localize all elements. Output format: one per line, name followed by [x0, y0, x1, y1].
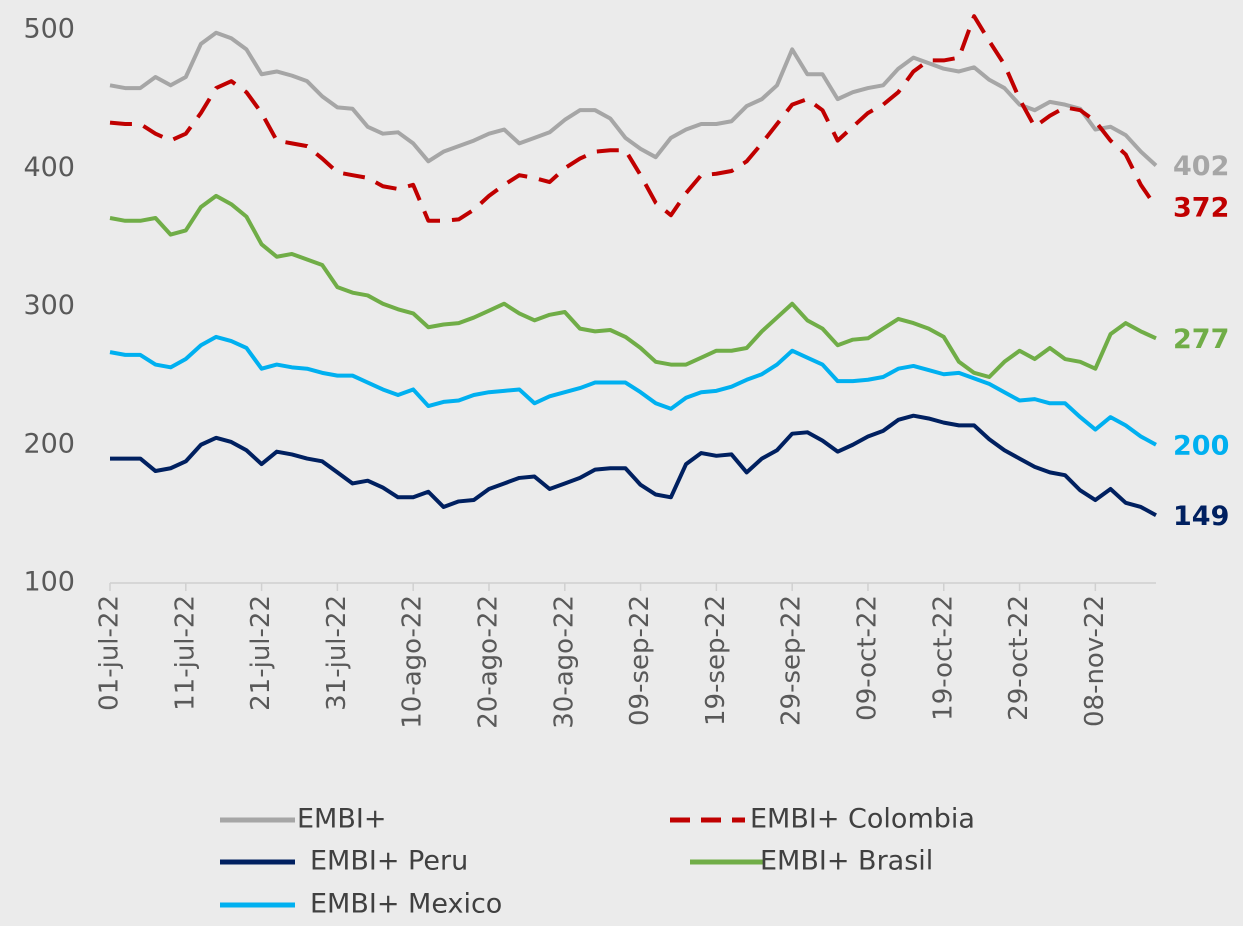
y-tick-label: 300: [23, 290, 75, 321]
x-tick-label: 09-sep-22: [625, 595, 655, 726]
x-tick-label: 29-oct-22: [1004, 595, 1034, 721]
legend-label: EMBI+ Colombia: [750, 804, 975, 835]
x-tick-label: 08-nov-22: [1080, 595, 1110, 727]
x-tick-label: 31-jul-22: [322, 595, 352, 711]
y-tick-label: 200: [23, 428, 75, 459]
x-tick-label: 19-sep-22: [701, 595, 731, 726]
legend-label: EMBI+ Peru: [310, 846, 468, 877]
y-tick-label: 500: [23, 14, 75, 45]
x-tick-label: 19-oct-22: [928, 595, 958, 721]
legend-label: EMBI+: [297, 804, 386, 835]
legend-label: EMBI+ Mexico: [310, 889, 502, 920]
x-tick-label: 20-ago-22: [473, 595, 503, 729]
x-tick-label: 11-jul-22: [170, 595, 200, 711]
end-label: 277: [1173, 324, 1229, 355]
x-tick-label: 29-sep-22: [777, 595, 807, 726]
end-label: 149: [1173, 501, 1229, 532]
end-label: 372: [1173, 192, 1229, 223]
end-label: 200: [1173, 430, 1229, 461]
x-tick-label: 09-oct-22: [852, 595, 882, 721]
page: 100 200 300 400 500 01-jul-22 11-jul-22 21-jul-…: [0, 0, 1243, 926]
x-tick-label: 01-jul-22: [95, 595, 125, 711]
end-label: 402: [1173, 151, 1229, 182]
chart: 100 200 300 400 500 01-jul-22 11-jul-22 21-jul-…: [0, 0, 1243, 926]
legend-label: EMBI+ Brasil: [760, 846, 933, 877]
y-tick-label: 100: [23, 567, 75, 598]
x-tick-label: 10-ago-22: [398, 595, 428, 729]
x-tick-label: 21-jul-22: [246, 595, 276, 711]
y-tick-label: 400: [23, 152, 75, 183]
x-tick-label: 30-ago-22: [549, 595, 579, 729]
